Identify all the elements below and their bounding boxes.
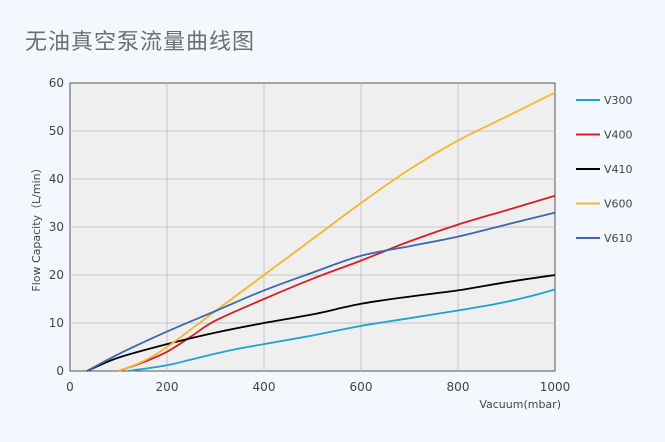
y-tick-label: 50: [49, 124, 64, 138]
x-tick-label: 0: [66, 380, 74, 394]
y-axis-label: Flow Capacity（L/min）: [30, 162, 43, 291]
grid-lines: [70, 83, 555, 371]
y-tick-label: 60: [49, 76, 64, 90]
x-axis-ticks: 0 200 400 600 800 1000: [66, 380, 570, 394]
x-tick-label: 200: [156, 380, 179, 394]
series-line-v400: [118, 194, 556, 372]
legend-label: V410: [604, 163, 633, 176]
x-tick-label: 600: [350, 380, 373, 394]
series-line-v600: [118, 91, 556, 372]
x-tick-label: 1000: [540, 380, 571, 394]
y-tick-label: 0: [56, 364, 64, 378]
y-tick-label: 10: [49, 316, 64, 330]
y-axis-ticks: 0 10 20 30 40 50 60: [49, 76, 64, 378]
legend: V300 V400 V410 V600 V610: [576, 94, 633, 245]
x-axis-label: Vacuum(mbar): [479, 398, 561, 411]
y-tick-label: 20: [49, 268, 64, 282]
legend-label: V610: [604, 232, 633, 245]
y-tick-label: 30: [49, 220, 64, 234]
x-tick-label: 400: [253, 380, 276, 394]
series-lines: [86, 91, 556, 372]
legend-label: V400: [604, 129, 633, 142]
legend-label: V600: [604, 198, 633, 211]
series-line-v300: [128, 288, 556, 372]
y-tick-label: 40: [49, 172, 64, 186]
series-line-v410: [86, 274, 556, 372]
series-line-v610: [86, 211, 556, 372]
page-title: 无油真空泵流量曲线图: [25, 30, 256, 55]
x-tick-label: 800: [447, 380, 470, 394]
legend-label: V300: [604, 94, 633, 107]
